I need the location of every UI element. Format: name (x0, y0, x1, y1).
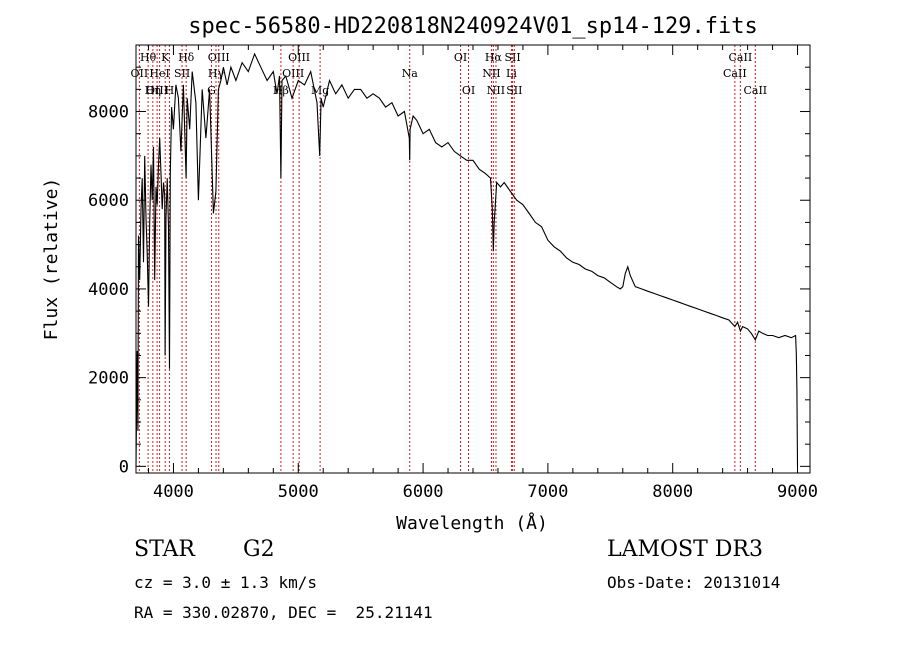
line-label-17: CaII (723, 67, 747, 80)
y-tick-label-2: 4000 (88, 280, 129, 300)
line-label-26: SII (506, 84, 522, 97)
line-label-19: Hη (145, 84, 161, 97)
line-label-5: OI (454, 51, 467, 64)
line-label-7: SII (504, 51, 520, 64)
object-type: STAR (134, 537, 195, 562)
observation-date: Obs-Date: 20131014 (607, 573, 781, 592)
line-label-1: K (161, 51, 170, 64)
line-label-14: Na (402, 67, 419, 80)
line-label-11: SII (174, 67, 190, 80)
spectral-subclass: G2 (243, 537, 275, 562)
survey-name: LAMOST DR3 (607, 537, 763, 562)
y-tick-label-3: 6000 (88, 191, 129, 211)
x-tick-label-4: 8000 (652, 482, 693, 502)
line-label-6: Hα (485, 51, 503, 64)
line-label-21: G (207, 84, 216, 97)
line-label-25: NII (487, 84, 505, 97)
redshift-info: cz = 3.0 ± 1.3 km/s (134, 573, 318, 592)
line-label-16: Li (506, 67, 517, 80)
x-tick-label-5: 9000 (777, 482, 818, 502)
spectrum-line (135, 52, 799, 467)
x-tick-label-3: 7000 (527, 482, 568, 502)
line-label-27: CaII (743, 84, 767, 97)
line-label-2: Hδ (178, 51, 195, 64)
line-label-4: OIII (288, 51, 310, 64)
y-tick-label-4: 8000 (88, 103, 129, 123)
x-axis-label: Wavelength (Å) (396, 512, 548, 534)
line-label-18: OIII (146, 84, 168, 97)
x-tick-label-0: 4000 (153, 482, 194, 502)
line-label-15: NII (482, 67, 500, 80)
line-label-9: OII (131, 67, 149, 80)
x-tick-label-1: 5000 (278, 482, 319, 502)
line-label-20: H (165, 84, 175, 97)
line-label-10: HeI (149, 67, 169, 80)
chart-title: spec-56580-HD220818N240924V01_sp14-129.f… (188, 14, 758, 39)
y-tick-label-1: 2000 (88, 369, 129, 389)
coordinates: RA = 330.02870, DEC = 25.21141 (134, 603, 433, 622)
line-label-13: OIII (282, 67, 304, 80)
line-label-0: Hθ (140, 51, 157, 64)
y-axis: 0 2000 4000 6000 8000 (88, 66, 810, 477)
line-label-12: Hγ (208, 67, 225, 80)
line-label-8: CaII (729, 51, 753, 64)
y-tick-label-0: 0 (119, 457, 129, 477)
x-tick-label-2: 6000 (403, 482, 444, 502)
line-label-24: OI (462, 84, 475, 97)
plot-frame (135, 44, 811, 474)
spectral-line-markers (138, 45, 756, 473)
y-axis-label: Flux (relative) (41, 178, 62, 341)
x-axis: 4000 5000 6000 7000 8000 9000 (147, 45, 818, 502)
line-label-3: OIII (208, 51, 230, 64)
